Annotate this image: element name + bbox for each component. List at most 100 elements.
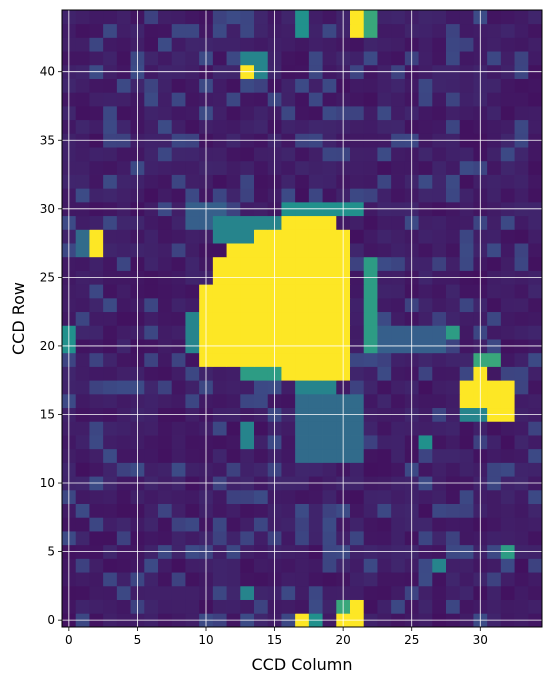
heatmap-cell [212, 421, 227, 436]
heatmap-cell [459, 215, 474, 230]
heatmap-cell [514, 325, 529, 340]
heatmap-cell [432, 37, 447, 52]
heatmap-cell [89, 160, 104, 175]
heatmap-cell [89, 558, 104, 573]
heatmap-cell [459, 92, 474, 107]
heatmap-cell [377, 558, 392, 573]
heatmap-cell [144, 160, 159, 175]
heatmap-cell [446, 243, 461, 258]
heatmap-cell [240, 599, 255, 614]
heatmap-cell [171, 37, 186, 52]
heatmap-cell [103, 311, 118, 326]
heatmap-cell [487, 215, 502, 230]
heatmap-cell [75, 311, 90, 326]
heatmap-cell [103, 51, 118, 66]
heatmap-cell [418, 147, 433, 162]
heatmap-cell [226, 160, 241, 175]
heatmap-cell [116, 256, 131, 271]
heatmap-cell [295, 380, 310, 395]
heatmap-cell [116, 531, 131, 546]
heatmap-cell [185, 421, 200, 436]
heatmap-cell [500, 311, 515, 326]
heatmap-cell [363, 256, 378, 271]
heatmap-cell [487, 585, 502, 600]
heatmap-cell [171, 256, 186, 271]
heatmap-cell [418, 78, 433, 93]
heatmap-cell [432, 188, 447, 203]
heatmap-cell [350, 380, 365, 395]
heatmap-cell [432, 531, 447, 546]
heatmap-cell [432, 585, 447, 600]
heatmap-cell [103, 558, 118, 573]
heatmap-cell [500, 352, 515, 367]
heatmap-cell [350, 352, 365, 367]
heatmap-cell [322, 421, 337, 436]
heatmap-cell [254, 585, 269, 600]
heatmap-cell [171, 311, 186, 326]
heatmap-cell [171, 366, 186, 381]
heatmap-cell [254, 558, 269, 573]
heatmap-cell [144, 380, 159, 395]
heatmap-cell [391, 531, 406, 546]
heatmap-cell [500, 585, 515, 600]
heatmap-cell [185, 599, 200, 614]
heatmap-cell [322, 352, 337, 367]
heatmap-cell [363, 599, 378, 614]
heatmap-cell [89, 380, 104, 395]
heatmap-cell [418, 352, 433, 367]
heatmap-cell [391, 393, 406, 409]
heatmap-cell [487, 558, 502, 573]
heatmap-cell [116, 23, 131, 38]
heatmap-cell [487, 297, 502, 313]
heatmap-cell [226, 352, 241, 367]
heatmap-cell [528, 105, 542, 121]
heatmap-cell [514, 297, 529, 313]
heatmap-cell [185, 352, 200, 367]
heatmap-cell [446, 105, 461, 121]
heatmap-cell [432, 311, 447, 326]
heatmap-cell [377, 531, 392, 546]
heatmap-cell [103, 229, 118, 244]
heatmap-cell [514, 188, 529, 203]
heatmap-cell [446, 489, 461, 504]
heatmap-cell [432, 572, 447, 587]
heatmap-cell [75, 297, 90, 313]
heatmap-cell [350, 448, 365, 463]
heatmap-cell [226, 421, 241, 436]
heatmap-cell [350, 188, 365, 203]
heatmap-cell [514, 558, 529, 573]
heatmap-cell [89, 23, 104, 38]
heatmap-cell [391, 572, 406, 587]
heatmap-cell [514, 311, 529, 326]
heatmap-cell [322, 366, 337, 381]
heatmap-cell [116, 366, 131, 381]
heatmap-cell [89, 366, 104, 381]
heatmap-cell [281, 78, 296, 93]
heatmap-cell [432, 119, 447, 134]
heatmap-cell [350, 572, 365, 587]
heatmap-cell [322, 243, 337, 258]
heatmap-cell [295, 229, 310, 244]
heatmap-cell [281, 105, 296, 121]
heatmap-cell [500, 531, 515, 546]
heatmap-cell [391, 311, 406, 326]
heatmap-cell [103, 37, 118, 52]
heatmap-cell [377, 448, 392, 463]
heatmap-cell [185, 174, 200, 189]
heatmap-cell [171, 105, 186, 121]
heatmap-cell [116, 78, 131, 93]
heatmap-cell [254, 448, 269, 463]
heatmap-cell [226, 558, 241, 573]
heatmap-cell [185, 284, 200, 299]
heatmap-cell [295, 37, 310, 52]
heatmap-cell [528, 421, 542, 436]
heatmap-cell [171, 229, 186, 244]
heatmap-cell [446, 352, 461, 367]
heatmap-cell [432, 105, 447, 121]
heatmap-cell [185, 366, 200, 381]
heatmap-cell [281, 188, 296, 203]
heatmap-cell [281, 517, 296, 532]
heatmap-cell [500, 572, 515, 587]
heatmap-cell [89, 92, 104, 107]
heatmap-cell [89, 489, 104, 504]
